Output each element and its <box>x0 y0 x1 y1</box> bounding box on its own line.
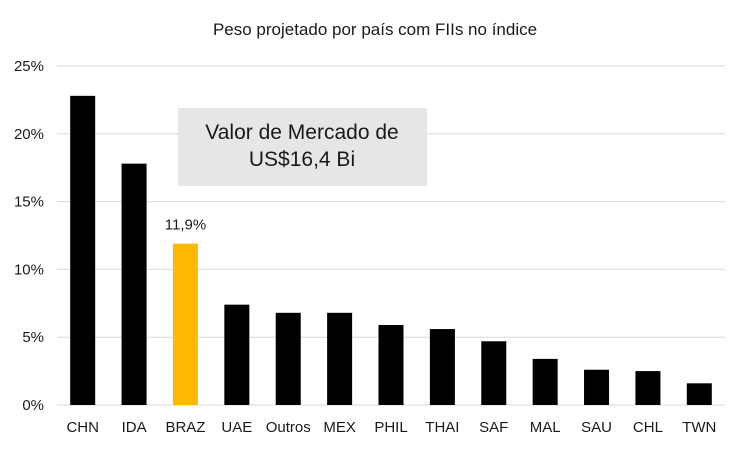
bar-sau <box>584 369 610 405</box>
x-tick-label: MEX <box>323 419 356 436</box>
x-tick-label: UAE <box>221 419 252 436</box>
x-tick-label: SAF <box>479 419 508 436</box>
x-tick-label: BRAZ <box>165 419 205 436</box>
bar-phil <box>378 324 404 405</box>
y-tick-label: 5% <box>22 329 44 346</box>
x-tick-label: THAI <box>425 419 459 436</box>
x-tick-label: CHL <box>633 419 663 436</box>
x-tick-label: Outros <box>266 419 311 436</box>
y-axis: 0% 5% 10% 15% 20% 25% <box>14 58 44 414</box>
x-tick-label: CHN <box>66 419 99 436</box>
annotation-box <box>178 108 427 186</box>
x-tick-label: IDA <box>122 419 147 436</box>
y-tick-label: 10% <box>14 261 44 278</box>
chart-title: Peso projetado por país com FIIs no índi… <box>213 20 537 39</box>
bar-outros <box>275 312 301 405</box>
y-tick-label: 20% <box>14 126 44 143</box>
y-tick-label: 0% <box>22 397 44 414</box>
annotation-line-2: US$16,4 Bi <box>249 148 355 171</box>
x-axis: CHN IDA BRAZ UAE Outros MEX PHIL THAI SAF MAL SAU C… <box>66 419 716 436</box>
data-label-braz: 11,9% <box>165 217 206 234</box>
bar-chl <box>635 371 661 405</box>
bar-thai <box>429 329 455 405</box>
data-labels: 11,9% <box>165 217 206 234</box>
bar-twn <box>686 383 712 405</box>
x-tick-label: SAU <box>581 419 612 436</box>
bar-uae <box>224 304 250 405</box>
market-value-annotation: Valor de Mercado de US$16,4 Bi <box>178 108 427 186</box>
bar-mal <box>532 358 558 405</box>
bars <box>70 95 712 405</box>
bar-ida <box>121 163 147 405</box>
bar-chn <box>70 95 96 405</box>
x-tick-label: PHIL <box>374 419 407 436</box>
bar-saf <box>481 341 507 405</box>
y-tick-label: 15% <box>14 194 44 211</box>
y-tick-label: 25% <box>14 58 44 75</box>
bar-mex <box>327 312 353 405</box>
x-tick-label: MAL <box>530 419 561 436</box>
annotation-line-1: Valor de Mercado de <box>205 121 398 144</box>
bar-braz <box>172 243 198 405</box>
x-tick-label: TWN <box>682 419 716 436</box>
